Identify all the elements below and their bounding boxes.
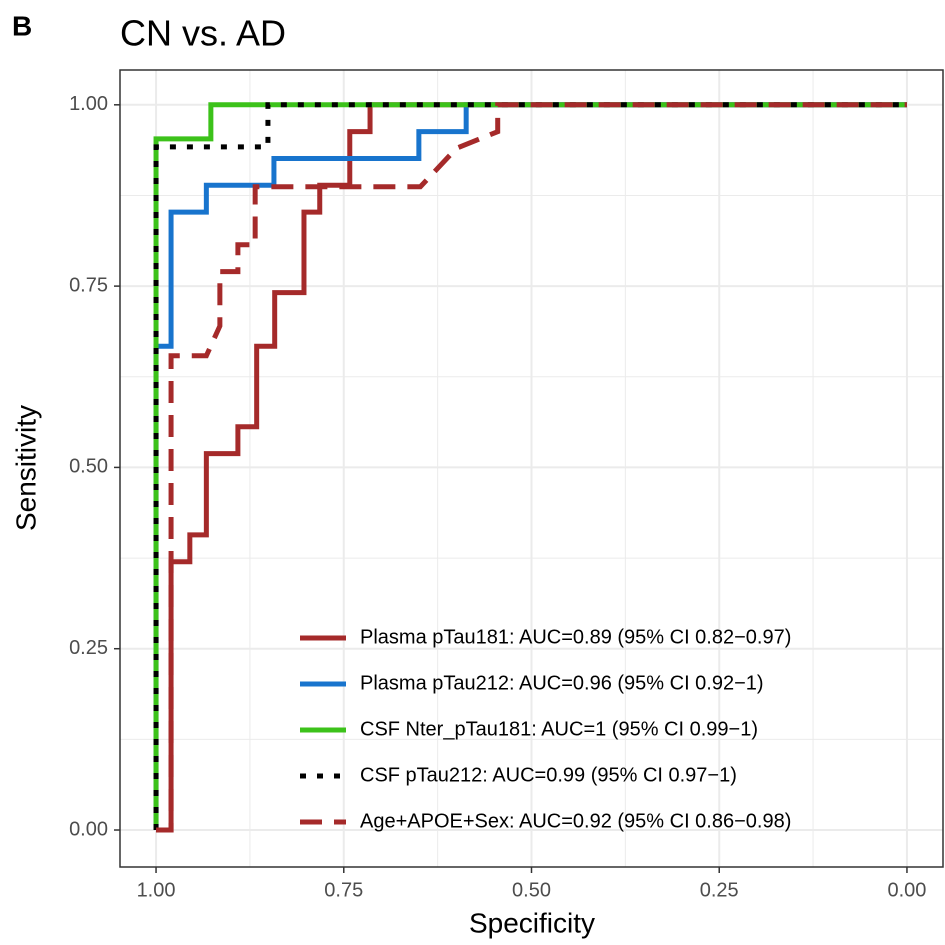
legend-label: Plasma pTau181: AUC=0.89 (95% CI 0.82−0.…	[360, 626, 791, 648]
x-tick-label: 0.50	[512, 879, 551, 901]
panel-border	[119, 69, 944, 868]
y-tick-label: 0.25	[69, 637, 108, 659]
chart-title: CN vs. AD	[120, 13, 286, 54]
x-axis-title: Specificity	[469, 907, 595, 938]
plot-area	[153, 102, 907, 833]
legend-label: CSF pTau212: AUC=0.99 (95% CI 0.97−1)	[360, 764, 737, 786]
legend-label: Age+APOE+Sex: AUC=0.92 (95% CI 0.86−0.98…	[360, 810, 791, 832]
y-tick-label: 0.50	[69, 456, 108, 478]
legend-label: Plasma pTau212: AUC=0.96 (95% CI 0.92−1)	[360, 672, 764, 694]
x-tick-label: 0.00	[887, 879, 926, 901]
x-tick-label: 1.00	[137, 879, 176, 901]
x-tick-label: 0.25	[700, 879, 739, 901]
y-axis-title: Sensitivity	[10, 405, 41, 531]
x-tick-label: 0.75	[324, 879, 363, 901]
y-tick-label: 0.75	[69, 274, 108, 296]
panel-label: B	[12, 10, 32, 41]
roc-curve	[156, 102, 907, 833]
legend-label: CSF Nter_pTau181: AUC=1 (95% CI 0.99−1)	[360, 718, 758, 740]
y-tick-label: 1.00	[69, 93, 108, 115]
y-tick-label: 0.00	[69, 818, 108, 840]
